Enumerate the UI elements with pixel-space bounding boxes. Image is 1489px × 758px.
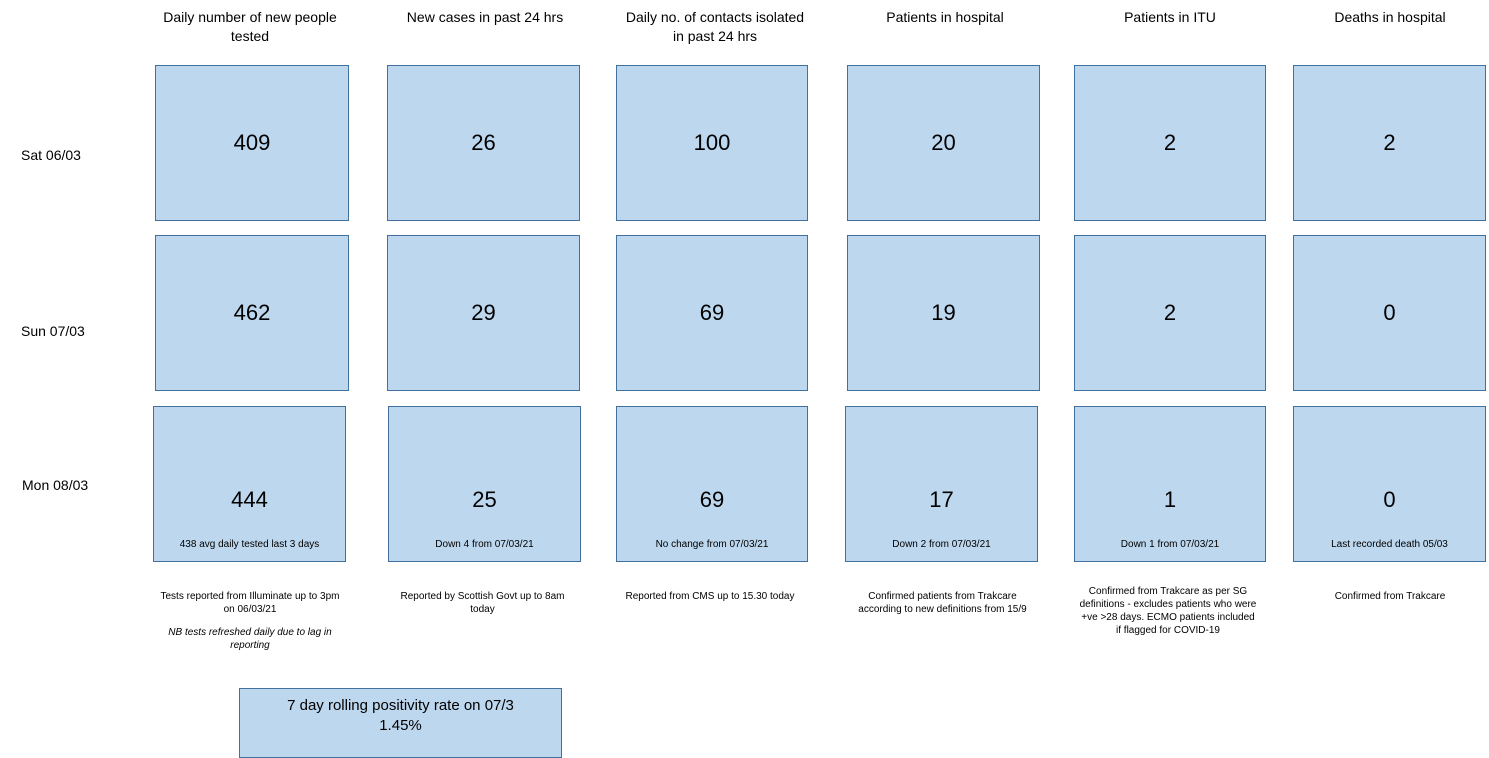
tile-sun-contacts: 69 bbox=[616, 235, 808, 391]
tile-value: 29 bbox=[471, 300, 496, 325]
footnote-contacts: Reported from CMS up to 15.30 today bbox=[620, 590, 800, 603]
footnote-itu: Confirmed from Trakcare as per SG defini… bbox=[1078, 585, 1258, 637]
header-contacts-isolated: Daily no. of contacts isolated in past 2… bbox=[625, 9, 805, 44]
tile-value: 1 bbox=[1163, 487, 1177, 512]
footnote-text: Confirmed from Trakcare bbox=[1334, 591, 1446, 602]
positivity-rate-box: 7 day rolling positivity rate on 07/3 1.… bbox=[239, 688, 562, 758]
footnote-people-tested: Tests reported from Illuminate up to 3pm… bbox=[160, 590, 340, 652]
tile-value: 444 bbox=[231, 487, 268, 512]
tile-mon-new-cases: 25 Down 4 from 07/03/21 bbox=[388, 406, 581, 562]
tile-value: 19 bbox=[931, 300, 956, 325]
tile-value: 100 bbox=[693, 130, 731, 155]
tile-sat-itu: 2 bbox=[1074, 65, 1266, 221]
tile-value: 25 bbox=[472, 487, 497, 512]
header-deaths-hospital: Deaths in hospital bbox=[1334, 9, 1446, 25]
tile-change-note: Down 4 from 07/03/21 bbox=[435, 539, 534, 550]
footnote-hospital: Confirmed patients from Trakcare accordi… bbox=[855, 590, 1030, 616]
tile-value: 69 bbox=[699, 487, 725, 512]
tile-value: 69 bbox=[699, 300, 725, 325]
tile-value: 462 bbox=[233, 300, 271, 325]
tile-value: 20 bbox=[931, 130, 956, 155]
tile-sat-new-cases: 26 bbox=[387, 65, 580, 221]
tile-value: 17 bbox=[929, 487, 954, 512]
tile-value: 0 bbox=[1383, 487, 1396, 512]
footnote-text: Reported from CMS up to 15.30 today bbox=[625, 591, 795, 602]
positivity-value: 1.45% bbox=[379, 717, 422, 734]
footnote-text: Confirmed patients from Trakcare accordi… bbox=[858, 591, 1027, 615]
footnote-deaths: Confirmed from Trakcare bbox=[1300, 590, 1480, 603]
header-patients-hospital: Patients in hospital bbox=[886, 9, 1004, 25]
positivity-label: 7 day rolling positivity rate on 07/3 bbox=[287, 697, 514, 714]
row-label-sat: Sat 06/03 bbox=[21, 147, 81, 163]
row-label-mon: Mon 08/03 bbox=[22, 477, 89, 493]
tile-value: 0 bbox=[1383, 300, 1396, 325]
tile-sun-itu: 2 bbox=[1074, 235, 1266, 391]
tile-sat-hospital: 20 bbox=[847, 65, 1040, 221]
tile-mon-people-tested: 444 438 avg daily tested last 3 days bbox=[153, 406, 346, 562]
tile-sun-people-tested: 462 bbox=[155, 235, 349, 391]
header-patients-itu: Patients in ITU bbox=[1124, 9, 1216, 25]
tile-value: 2 bbox=[1163, 130, 1177, 155]
tile-change-note: No change from 07/03/21 bbox=[655, 539, 769, 550]
tile-change-note: Down 1 from 07/03/21 bbox=[1120, 539, 1220, 550]
tile-sun-new-cases: 29 bbox=[387, 235, 580, 391]
tile-sat-people-tested: 409 bbox=[155, 65, 349, 221]
footnote-text: Confirmed from Trakcare as per SG defini… bbox=[1079, 586, 1257, 636]
tile-sat-deaths: 2 bbox=[1293, 65, 1486, 221]
tile-mon-itu: 1 Down 1 from 07/03/21 bbox=[1074, 406, 1266, 562]
tile-change-note: 438 avg daily tested last 3 days bbox=[179, 539, 320, 550]
tile-mon-contacts: 69 No change from 07/03/21 bbox=[616, 406, 808, 562]
footnote-text: Tests reported from Illuminate up to 3pm… bbox=[160, 591, 340, 615]
header-people-tested: Daily number of new people tested bbox=[163, 9, 337, 44]
footnote-new-cases: Reported by Scottish Govt up to 8am toda… bbox=[390, 590, 575, 616]
tile-change-note: Last recorded death 05/03 bbox=[1331, 539, 1448, 550]
tile-mon-deaths: 0 Last recorded death 05/03 bbox=[1293, 406, 1486, 562]
header-new-cases: New cases in past 24 hrs bbox=[406, 9, 564, 25]
tile-value: 2 bbox=[1383, 130, 1396, 155]
footnote-extra: NB tests refreshed daily due to lag in r… bbox=[168, 627, 332, 651]
tile-sat-contacts: 100 bbox=[616, 65, 808, 221]
tile-value: 26 bbox=[471, 130, 496, 155]
tile-sun-hospital: 19 bbox=[847, 235, 1040, 391]
tile-change-note: Down 2 from 07/03/21 bbox=[892, 539, 991, 550]
row-label-sun: Sun 07/03 bbox=[21, 323, 85, 339]
tile-mon-hospital: 17 Down 2 from 07/03/21 bbox=[845, 406, 1038, 562]
tile-value: 2 bbox=[1163, 300, 1177, 325]
footnote-text: Reported by Scottish Govt up to 8am toda… bbox=[400, 591, 565, 615]
tile-sun-deaths: 0 bbox=[1293, 235, 1486, 391]
tile-value: 409 bbox=[233, 130, 271, 155]
